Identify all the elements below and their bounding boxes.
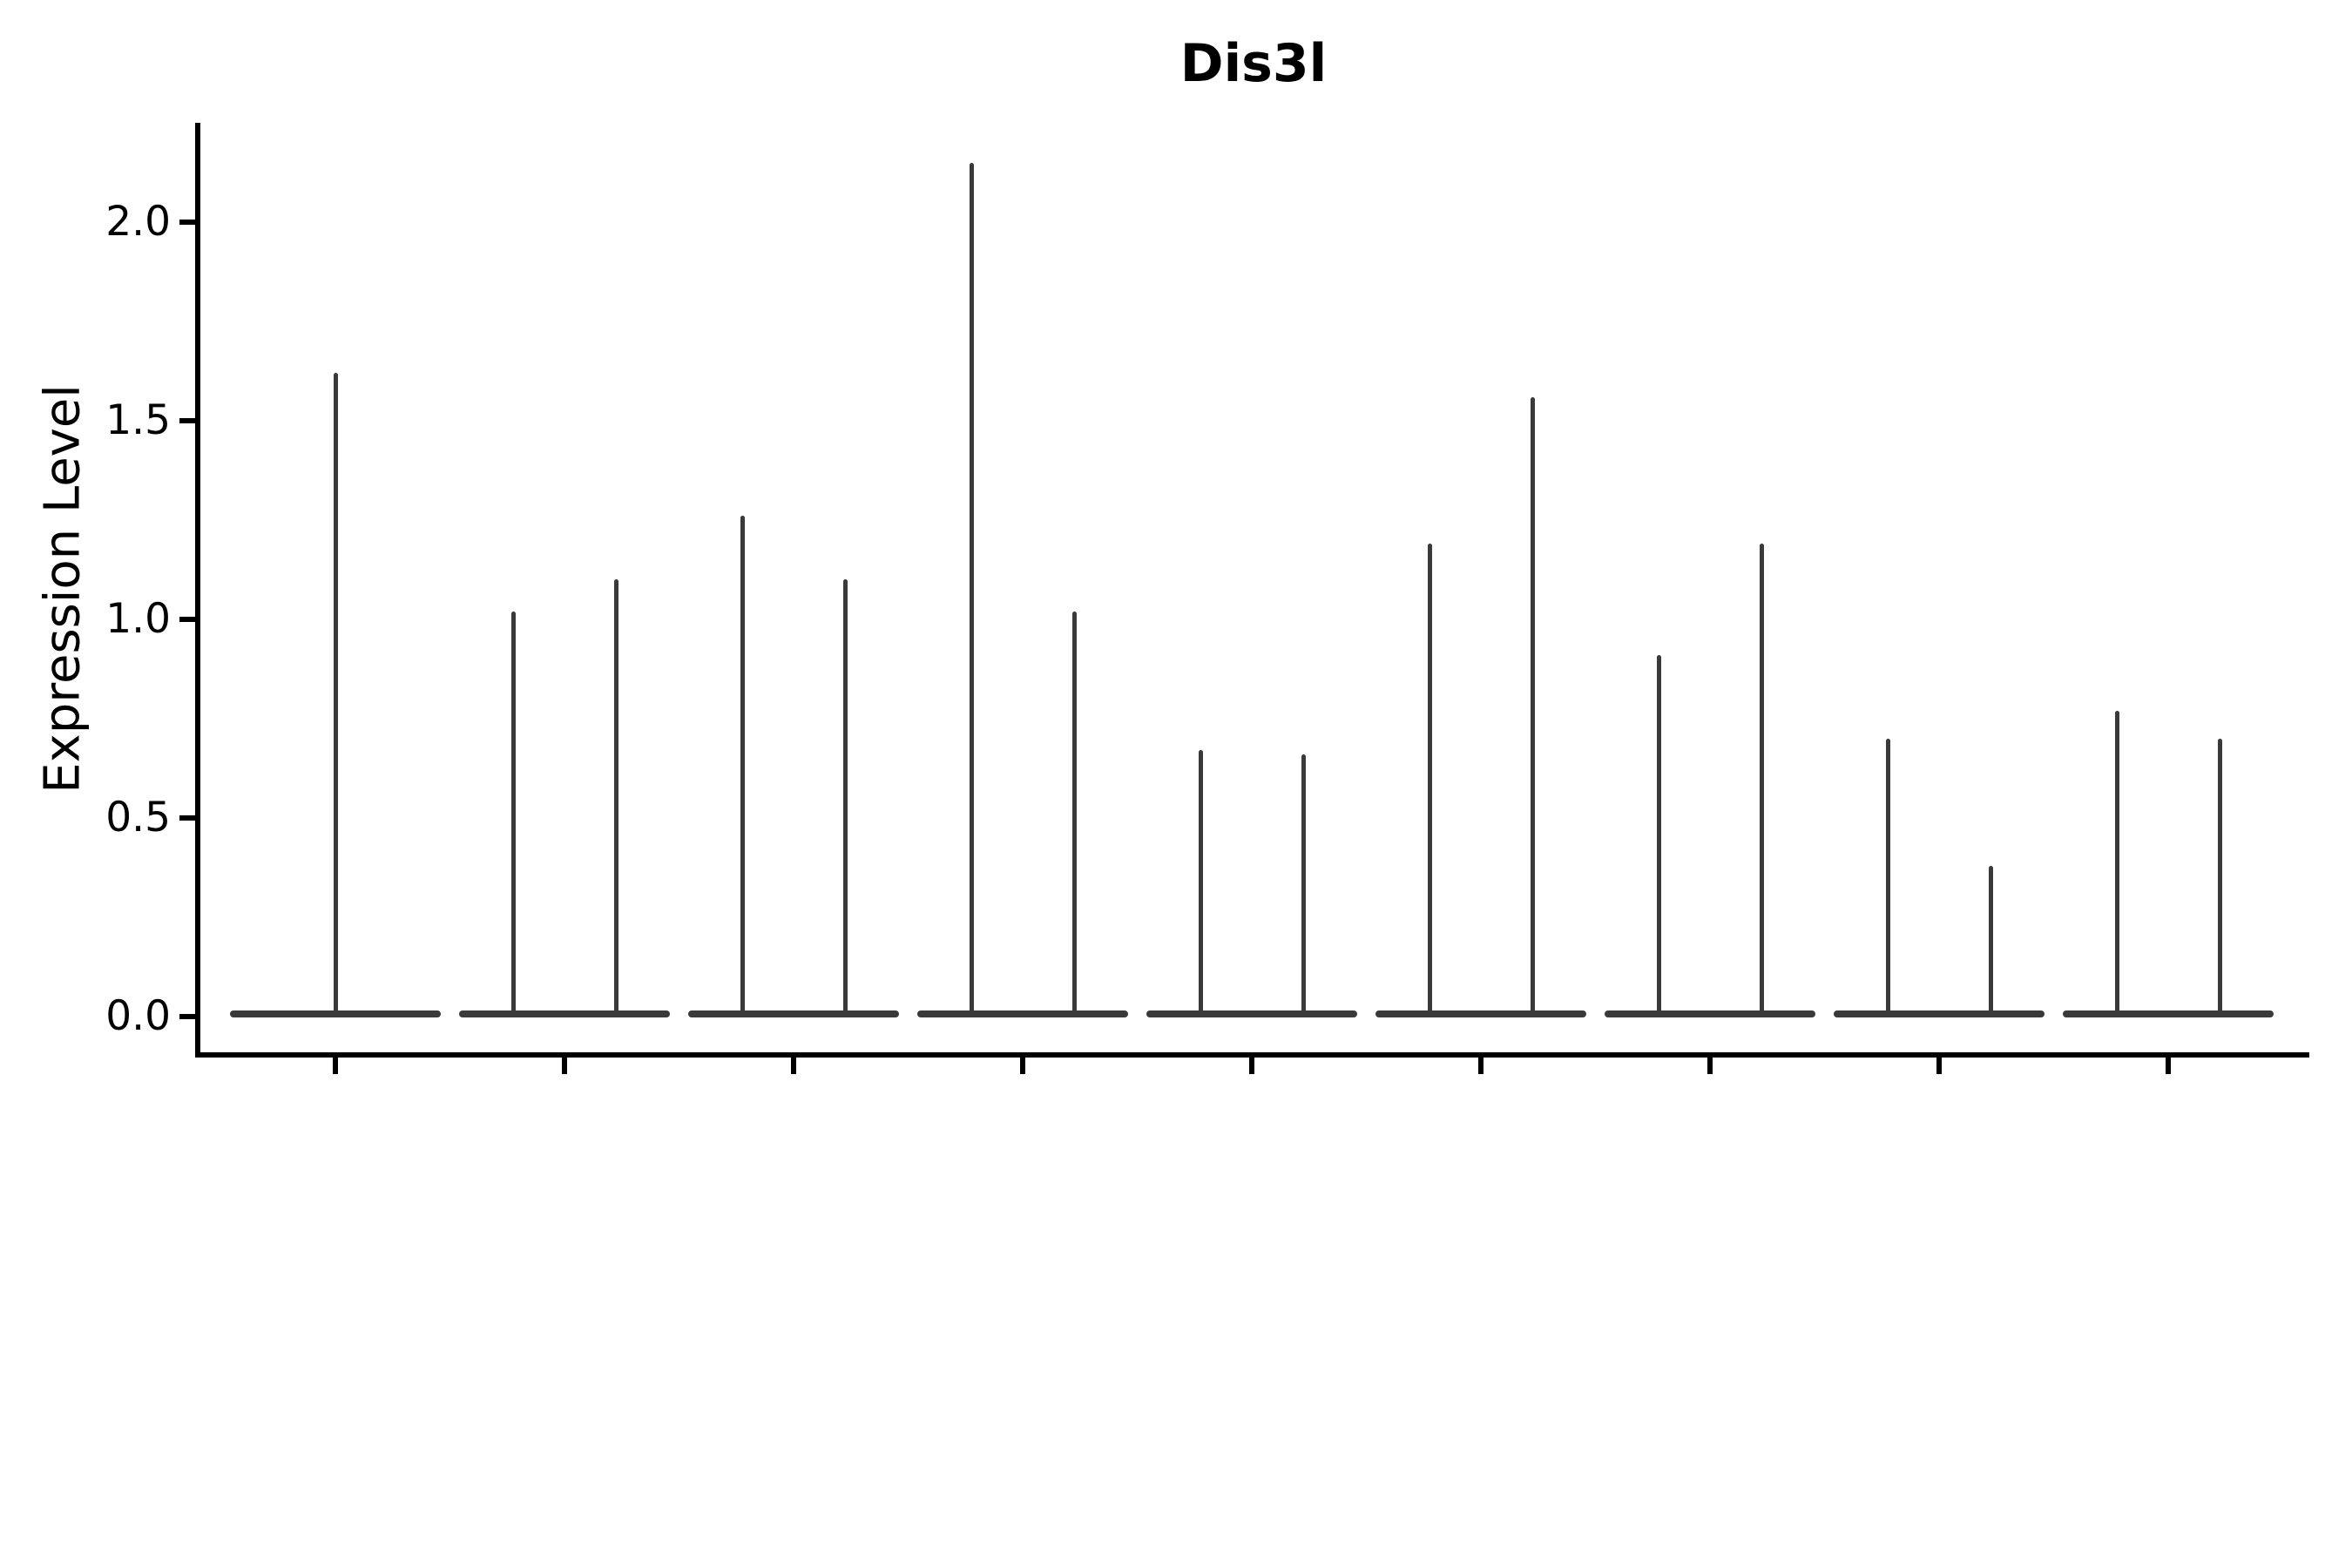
y-tick-label: 1.5 <box>105 396 171 444</box>
y-tick-mark <box>179 418 195 423</box>
violin-spike <box>1530 396 1535 1015</box>
violin-base <box>1146 1010 1357 1017</box>
y-tick-mark <box>179 815 195 821</box>
y-tick-mark <box>179 220 195 225</box>
violin-spike <box>1198 750 1203 1015</box>
y-tick-mark <box>179 617 195 622</box>
violin-spike <box>1759 544 1764 1015</box>
violin-spike <box>1071 611 1077 1015</box>
x-tick-mark <box>2166 1058 2171 1074</box>
y-tick-label: 0.0 <box>105 992 171 1040</box>
violin-spike <box>1885 738 1890 1015</box>
violin-spike <box>613 579 618 1015</box>
violin-base <box>1375 1010 1586 1017</box>
x-tick-mark <box>1707 1058 1713 1074</box>
violin-base <box>1834 1010 2044 1017</box>
violin-spike <box>2114 710 2119 1015</box>
violin-base <box>917 1010 1128 1017</box>
x-tick-mark <box>1249 1058 1254 1074</box>
x-tick-mark <box>1478 1058 1484 1074</box>
violin-base <box>459 1010 670 1017</box>
violin-base <box>2063 1010 2274 1017</box>
violin-spike <box>1427 544 1432 1015</box>
violin-spike <box>1301 754 1306 1015</box>
violin-spike <box>969 162 974 1015</box>
x-tick-mark <box>1020 1058 1025 1074</box>
x-tick-mark <box>562 1058 567 1074</box>
violin-spike <box>2217 738 2222 1015</box>
violin-base <box>688 1010 899 1017</box>
x-axis-spine <box>195 1052 2309 1058</box>
violin-spike <box>1656 655 1661 1015</box>
violin-spike <box>510 611 516 1015</box>
y-tick-label: 2.0 <box>105 198 171 246</box>
x-tick-mark <box>1936 1058 1942 1074</box>
violin-spike <box>842 579 848 1015</box>
x-tick-mark <box>791 1058 796 1074</box>
y-tick-label: 0.5 <box>105 794 171 841</box>
violin-spike <box>1988 865 1993 1015</box>
x-tick-mark <box>333 1058 338 1074</box>
violin-spike <box>740 516 745 1015</box>
chart-title: Dis3l <box>1179 33 1328 94</box>
violin-spike <box>333 373 338 1015</box>
y-tick-mark <box>179 1014 195 1019</box>
y-tick-label: 1.0 <box>105 595 171 643</box>
violin-base <box>1605 1010 1815 1017</box>
y-axis-spine <box>195 123 200 1058</box>
y-axis-label: Expression Level <box>34 384 91 794</box>
